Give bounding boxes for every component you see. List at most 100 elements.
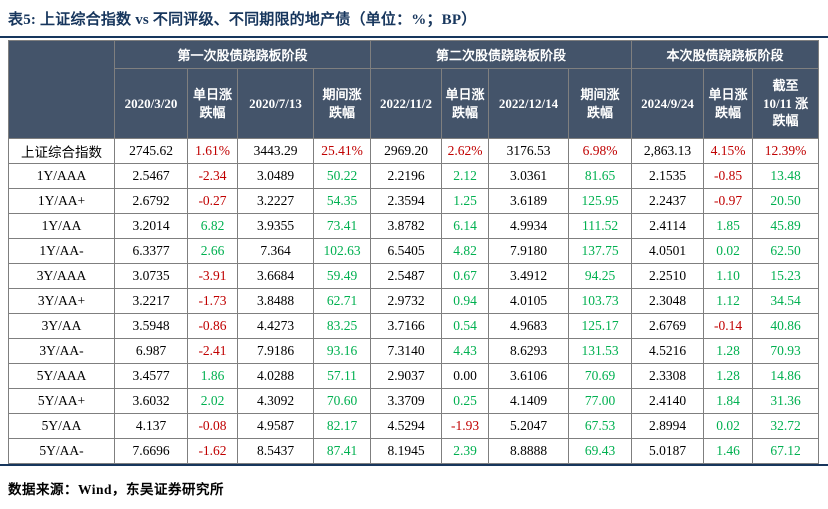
column-header: 单日涨 跌幅 bbox=[703, 68, 754, 139]
table-row: 5Y/AAA 3.4577 1.86 4.0288 57.11 2.9037 0.00 3.6… bbox=[8, 363, 820, 389]
row-label: 1Y/AA bbox=[8, 213, 115, 239]
row-label: 1Y/AAA bbox=[8, 163, 115, 189]
data-cell: 67.53 bbox=[568, 413, 633, 439]
data-cell: 3.8488 bbox=[237, 288, 314, 314]
row-label: 5Y/AA+ bbox=[8, 388, 115, 414]
data-cell: -0.14 bbox=[703, 313, 754, 339]
table-row: 1Y/AA- 6.3377 2.66 7.364 102.63 6.5405 4.82 7.9… bbox=[8, 238, 820, 264]
row-label: 3Y/AA- bbox=[8, 338, 115, 364]
data-cell: 137.75 bbox=[568, 238, 633, 264]
data-cell: 3443.29 bbox=[237, 138, 314, 164]
data-cell: 54.35 bbox=[312, 188, 372, 214]
row-label: 3Y/AA+ bbox=[8, 288, 115, 314]
data-cell: 8.8888 bbox=[488, 438, 570, 464]
data-cell: 73.41 bbox=[312, 213, 372, 239]
data-cell: 111.52 bbox=[568, 213, 633, 239]
data-cell: 102.63 bbox=[312, 238, 372, 264]
data-cell: 3.9355 bbox=[237, 213, 314, 239]
data-cell: 2.2510 bbox=[631, 263, 705, 289]
data-cell: 0.25 bbox=[441, 388, 490, 414]
data-cell: -2.41 bbox=[187, 338, 238, 364]
group-header-current-phase: 本次股债跷跷板阶段 bbox=[631, 40, 820, 69]
data-cell: 0.02 bbox=[703, 238, 754, 264]
data-cell: 20.50 bbox=[752, 188, 820, 214]
title-underline bbox=[0, 36, 828, 38]
data-cell: -3.91 bbox=[187, 263, 238, 289]
column-header-row: 2020/3/20 单日涨 跌幅 2020/7/13 期间涨 跌幅 2022/11/2 单… bbox=[9, 68, 820, 139]
data-cell: 4.0288 bbox=[237, 363, 314, 389]
data-cell: 59.49 bbox=[312, 263, 372, 289]
data-cell: 93.16 bbox=[312, 338, 372, 364]
row-label: 5Y/AAA bbox=[8, 363, 115, 389]
data-cell: 125.17 bbox=[568, 313, 633, 339]
data-cell: 2969.20 bbox=[370, 138, 443, 164]
group-header-first-phase: 第一次股债跷跷板阶段 bbox=[113, 40, 372, 69]
data-cell: 6.987 bbox=[114, 338, 188, 364]
data-cell: 4.9683 bbox=[488, 313, 570, 339]
data-cell: 70.69 bbox=[568, 363, 633, 389]
data-cell: 2.3308 bbox=[631, 363, 705, 389]
phase-group-row: 第一次股债跷跷板阶段 第二次股债跷跷板阶段 本次股债跷跷板阶段 bbox=[8, 40, 820, 139]
column-header: 2020/3/20 bbox=[114, 68, 188, 139]
data-cell: 2.4114 bbox=[631, 213, 705, 239]
column-header: 2024/9/24 bbox=[631, 68, 705, 139]
data-cell: 2.02 bbox=[187, 388, 238, 414]
data-cell: 3.8782 bbox=[370, 213, 443, 239]
row-label: 5Y/AA- bbox=[8, 438, 115, 464]
data-cell: 3.6189 bbox=[488, 188, 570, 214]
data-cell: 70.60 bbox=[312, 388, 372, 414]
data-cell: 1.85 bbox=[703, 213, 754, 239]
row-label: 1Y/AA- bbox=[8, 238, 115, 264]
data-cell: 2.1535 bbox=[631, 163, 705, 189]
data-cell: 2.66 bbox=[187, 238, 238, 264]
data-cell: 3.0735 bbox=[114, 263, 188, 289]
data-cell: 4.0105 bbox=[488, 288, 570, 314]
data-cell: 1.46 bbox=[703, 438, 754, 464]
table-title: 表5: 上证综合指数 vs 不同评级、不同期限的地产债（单位：%；BP） bbox=[8, 12, 477, 28]
data-cell: 2.6769 bbox=[631, 313, 705, 339]
data-cell: 4.9587 bbox=[237, 413, 314, 439]
data-cell: -0.08 bbox=[187, 413, 238, 439]
data-cell: -2.34 bbox=[187, 163, 238, 189]
data-cell: 77.00 bbox=[568, 388, 633, 414]
row-label: 3Y/AA bbox=[8, 313, 115, 339]
data-cell: 2.9037 bbox=[370, 363, 443, 389]
data-cell: 1.61% bbox=[187, 138, 238, 164]
data-cell: 2.5487 bbox=[370, 263, 443, 289]
table-row: 3Y/AA 3.5948 -0.86 4.4273 83.25 3.7166 0.54 4.9… bbox=[8, 313, 820, 339]
data-cell: 3.0489 bbox=[237, 163, 314, 189]
data-cell: -1.93 bbox=[441, 413, 490, 439]
data-cell: 3.6106 bbox=[488, 363, 570, 389]
data-cell: 4.5216 bbox=[631, 338, 705, 364]
data-cell: 8.5437 bbox=[237, 438, 314, 464]
data-cell: 0.00 bbox=[441, 363, 490, 389]
table-row: 5Y/AA+ 3.6032 2.02 4.3092 70.60 3.3709 0.25 4.1… bbox=[8, 388, 820, 414]
data-cell: 25.41% bbox=[312, 138, 372, 164]
data-cell: 2.6792 bbox=[114, 188, 188, 214]
data-cell: 62.71 bbox=[312, 288, 372, 314]
data-cell: -1.62 bbox=[187, 438, 238, 464]
table-header: 第一次股债跷跷板阶段 第二次股债跷跷板阶段 本次股债跷跷板阶段 2020/3/2… bbox=[8, 40, 820, 139]
data-cell: 32.72 bbox=[752, 413, 820, 439]
table-row: 5Y/AA 4.137 -0.08 4.9587 82.17 4.5294 -1.93 5.2… bbox=[8, 413, 820, 439]
data-cell: 57.11 bbox=[312, 363, 372, 389]
column-header: 2022/12/14 bbox=[488, 68, 570, 139]
table-row: 3Y/AA+ 3.2217 -1.73 3.8488 62.71 2.9732 0.94 4.… bbox=[8, 288, 820, 314]
data-cell: 2.5467 bbox=[114, 163, 188, 189]
data-cell: 6.14 bbox=[441, 213, 490, 239]
data-cell: 1.10 bbox=[703, 263, 754, 289]
data-cell: 12.39% bbox=[752, 138, 820, 164]
data-cell: 1.84 bbox=[703, 388, 754, 414]
table-row: 上证综合指数 2745.62 1.61% 3443.29 25.41% 2969.20 2.… bbox=[8, 138, 820, 164]
data-cell: 13.48 bbox=[752, 163, 820, 189]
data-cell: 3.2014 bbox=[114, 213, 188, 239]
data-cell: 4.82 bbox=[441, 238, 490, 264]
data-cell: 8.6293 bbox=[488, 338, 570, 364]
data-cell: 5.2047 bbox=[488, 413, 570, 439]
row-label: 上证综合指数 bbox=[8, 138, 115, 164]
data-cell: 4.5294 bbox=[370, 413, 443, 439]
table-bottom-rule bbox=[0, 464, 828, 466]
data-cell: 70.93 bbox=[752, 338, 820, 364]
table-row: 1Y/AA 3.2014 6.82 3.9355 73.41 3.8782 6.14 4.99… bbox=[8, 213, 820, 239]
